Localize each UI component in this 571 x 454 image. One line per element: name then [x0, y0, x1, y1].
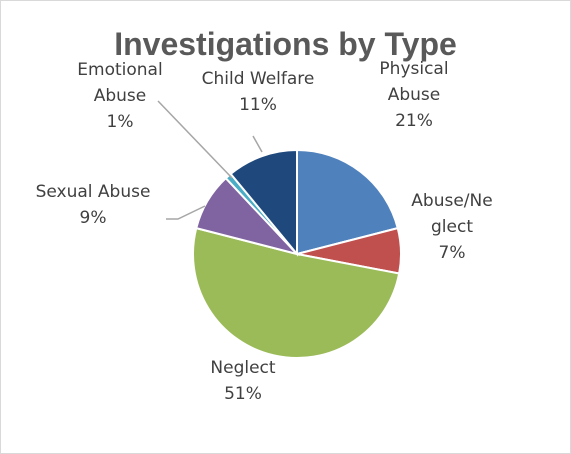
slice-label: Neglect 51%	[210, 358, 275, 404]
slice-label: Child Welfare 11%	[202, 69, 315, 115]
slice-label: Physical Abuse 21%	[379, 59, 448, 131]
pie-slice-physical-abuse	[296, 148, 399, 256]
slice-label: Abuse/Ne glect 7%	[411, 191, 492, 263]
leader-line	[157, 100, 233, 179]
leader-lines	[157, 100, 263, 220]
chart-title: Investigations by Type	[114, 26, 457, 62]
leader-line	[166, 205, 206, 220]
pie-slices	[192, 148, 402, 359]
leader-line	[252, 135, 263, 153]
pie-slice-child-welfare	[229, 148, 298, 257]
slice-label: Sexual Abuse 9%	[36, 182, 151, 228]
slice-labels: Physical Abuse 21% Abuse/Ne glect 7% Neglect 51…	[36, 59, 493, 404]
slice-label: Emotional Abuse 1%	[77, 60, 162, 132]
pie-slice-neglect	[192, 226, 401, 359]
